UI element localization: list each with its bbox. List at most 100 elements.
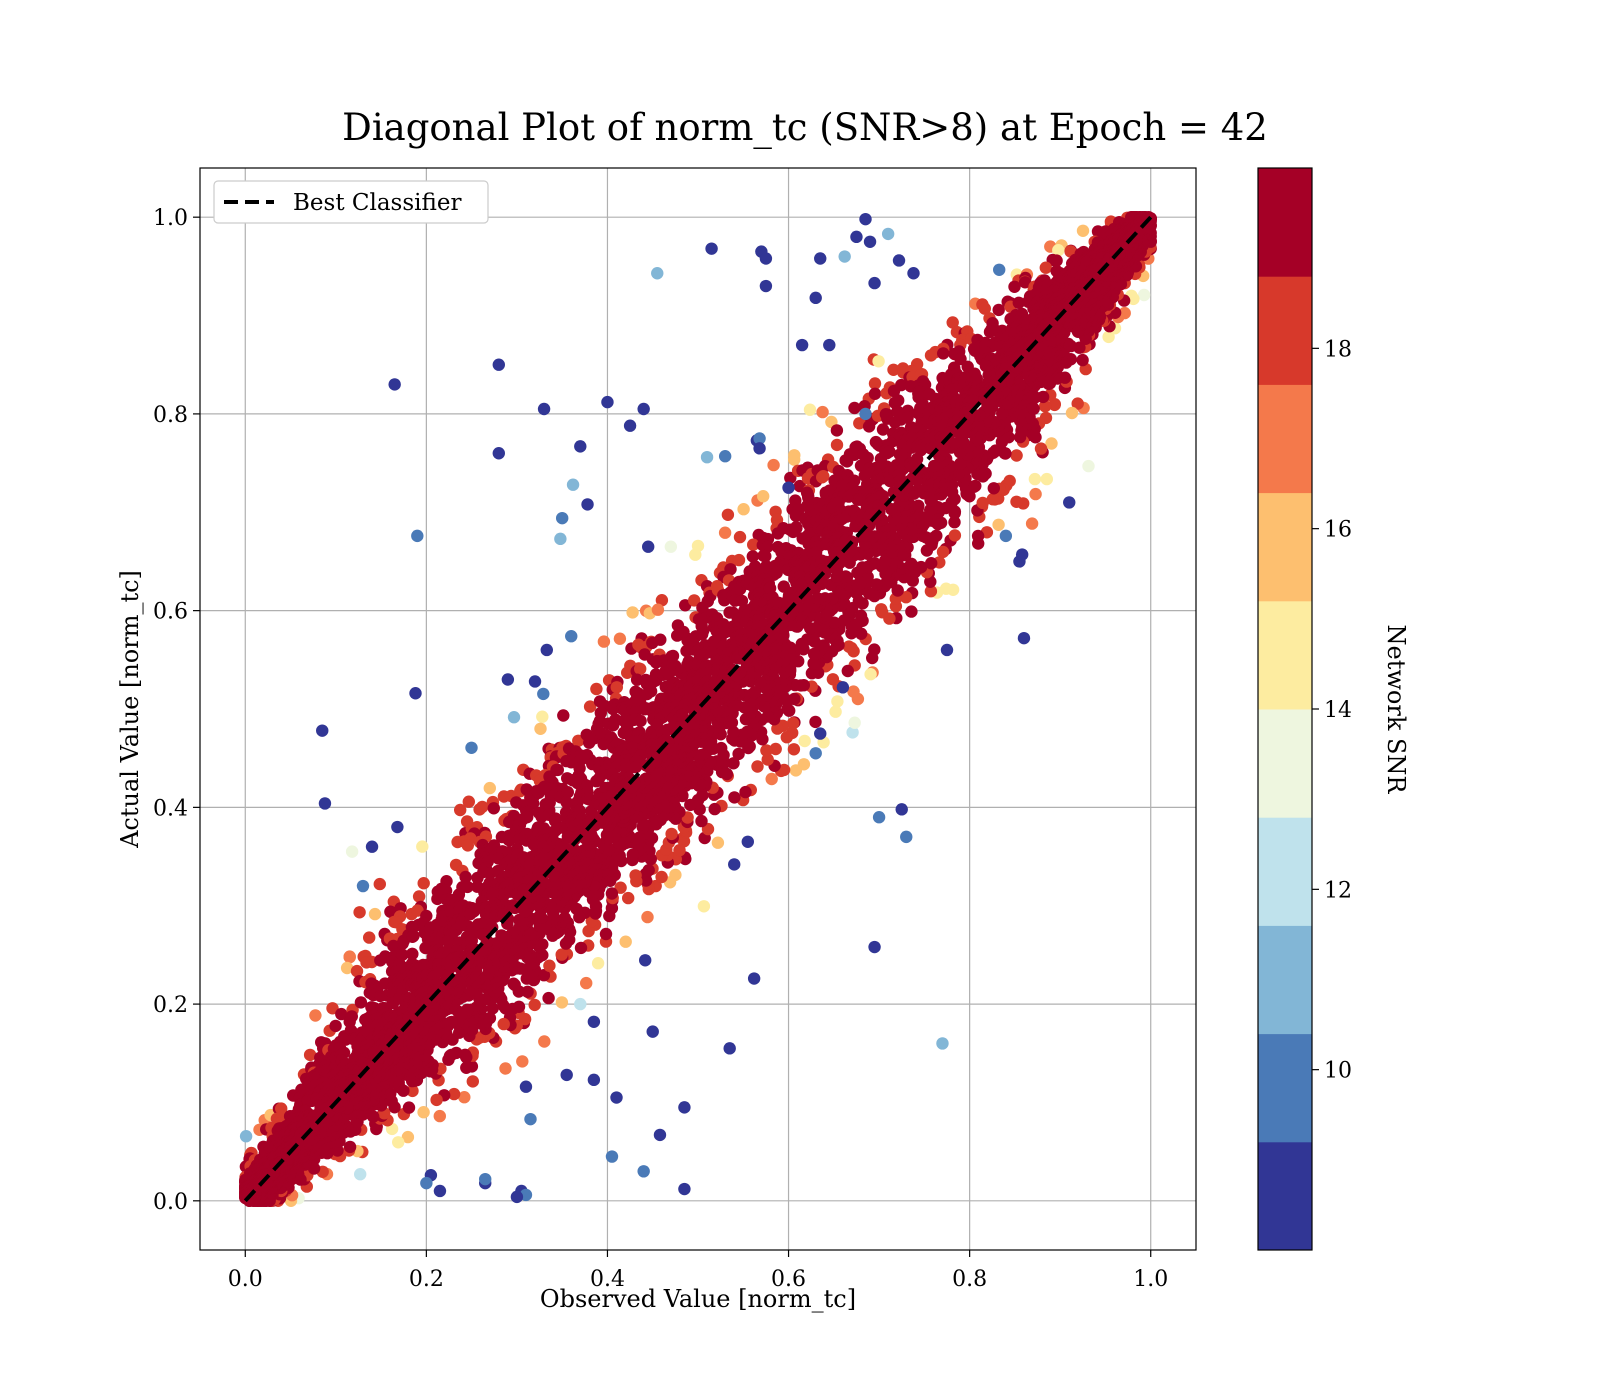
scatter-point bbox=[662, 668, 676, 681]
scatter-point bbox=[417, 877, 430, 890]
scatter-point bbox=[416, 840, 429, 853]
scatter-point bbox=[606, 702, 620, 716]
scatter-point bbox=[737, 503, 750, 516]
scatter-point bbox=[842, 640, 856, 653]
scatter-point bbox=[711, 836, 725, 849]
scatter-point bbox=[396, 948, 409, 961]
scatter-point bbox=[986, 493, 999, 506]
scatter-point bbox=[1010, 449, 1023, 462]
scatter-point bbox=[309, 1009, 322, 1022]
scatter-point bbox=[905, 557, 918, 570]
scatter-point bbox=[746, 550, 759, 563]
scatter-point bbox=[1012, 296, 1025, 309]
scatter-point bbox=[948, 529, 962, 542]
scatter-point bbox=[868, 387, 882, 400]
scatter-point bbox=[727, 725, 740, 739]
scatter-point bbox=[461, 839, 474, 852]
scatter-point bbox=[433, 1109, 446, 1123]
scatter-point bbox=[1102, 330, 1115, 344]
scatter-point bbox=[613, 632, 627, 645]
scatter-point bbox=[326, 1002, 339, 1015]
scatter-point bbox=[937, 347, 950, 360]
scatter-point bbox=[936, 545, 950, 559]
scatter-point bbox=[583, 700, 597, 713]
scatter-point bbox=[353, 906, 366, 919]
scatter-point bbox=[644, 685, 658, 698]
scatter-point bbox=[555, 948, 568, 961]
scatter-point bbox=[809, 715, 822, 729]
scatter-point bbox=[1052, 244, 1065, 257]
scatter-point bbox=[971, 467, 984, 481]
scatter-point bbox=[854, 609, 868, 622]
scatter-point bbox=[803, 403, 817, 416]
scatter-point bbox=[343, 951, 356, 964]
scatter-point bbox=[868, 643, 881, 656]
scatter-point bbox=[537, 969, 551, 982]
scatter-point bbox=[1029, 487, 1042, 501]
scatter-point bbox=[788, 678, 802, 692]
scatter-point bbox=[533, 940, 546, 954]
scatter-point bbox=[599, 927, 613, 941]
scatter-point bbox=[829, 705, 842, 718]
scatter-point bbox=[626, 606, 639, 619]
scatter-point bbox=[1018, 276, 1032, 289]
scatter-point bbox=[538, 1035, 551, 1048]
scatter-point bbox=[443, 1049, 457, 1063]
scatter-point bbox=[1050, 254, 1063, 267]
scatter-point bbox=[651, 603, 665, 616]
scatter-point bbox=[830, 438, 844, 452]
scatter-point bbox=[1137, 288, 1151, 302]
scatter-point bbox=[899, 591, 913, 604]
scatter-point bbox=[417, 1106, 430, 1119]
scatter-point bbox=[753, 676, 767, 689]
scatter-point bbox=[732, 553, 746, 567]
scatter-point bbox=[487, 802, 500, 815]
scatter-point bbox=[629, 760, 642, 774]
scatter-point bbox=[614, 881, 627, 894]
scatter-point bbox=[1008, 280, 1021, 293]
scatter-point bbox=[239, 1130, 253, 1143]
scatter-point bbox=[954, 457, 967, 470]
scatter-point bbox=[551, 763, 564, 777]
scatter-point bbox=[629, 869, 642, 882]
scatter-point bbox=[901, 411, 914, 424]
scatter-point bbox=[747, 538, 760, 551]
scatter-point bbox=[1038, 400, 1052, 413]
scatter-point bbox=[461, 880, 474, 894]
scatter-point bbox=[875, 603, 888, 616]
scatter-point bbox=[696, 789, 709, 802]
scatter-point bbox=[363, 931, 376, 944]
scatter-point bbox=[561, 786, 574, 799]
chart-title: Diagonal Plot of norm_tc (SNR>8) at Epoc… bbox=[342, 106, 1268, 150]
scatter-point bbox=[864, 668, 877, 681]
scatter-point bbox=[597, 635, 611, 648]
scatter-point bbox=[770, 566, 783, 579]
scatter-point bbox=[534, 722, 547, 735]
scatter-point bbox=[786, 525, 800, 539]
scatter-point bbox=[641, 910, 654, 924]
scatter-point bbox=[454, 803, 467, 817]
scatter-point bbox=[1010, 495, 1023, 508]
scatter-point bbox=[1034, 442, 1048, 455]
scatter-point bbox=[883, 445, 896, 458]
scatter-point bbox=[705, 646, 718, 659]
scatter-point bbox=[688, 594, 701, 607]
scatter-point bbox=[465, 741, 478, 754]
scatter-point bbox=[1039, 261, 1053, 274]
scatter-point bbox=[807, 647, 821, 661]
scatter-point bbox=[798, 734, 811, 748]
scatter-point bbox=[1076, 353, 1089, 367]
scatter-point bbox=[1076, 224, 1090, 237]
scatter-point bbox=[876, 423, 890, 436]
scatter-point bbox=[739, 785, 752, 799]
scatter-point bbox=[905, 605, 918, 618]
scatter-point bbox=[924, 503, 937, 517]
density-band bbox=[239, 211, 1157, 1208]
scatter-point bbox=[925, 557, 938, 570]
scatter-point bbox=[848, 401, 861, 415]
scatter-point bbox=[354, 996, 368, 1009]
scatter-point bbox=[303, 1048, 317, 1062]
scatter-point bbox=[872, 355, 885, 368]
scatter-point bbox=[503, 815, 516, 829]
scatter-point bbox=[948, 516, 961, 529]
